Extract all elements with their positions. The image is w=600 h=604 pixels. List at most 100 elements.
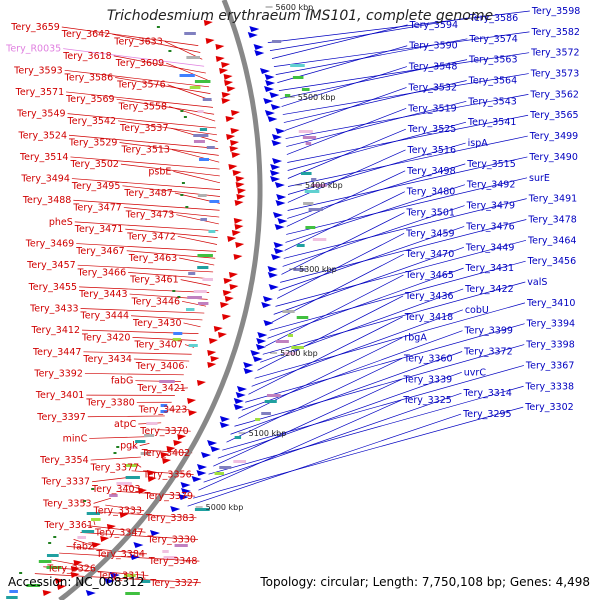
left-gene-label: Tery_3383	[145, 513, 195, 524]
left-gene-label: Tery_3337	[41, 477, 91, 488]
left-gene-label: Tery_3471	[74, 224, 124, 235]
feature-block	[215, 472, 224, 475]
forward-gene-mark	[225, 296, 234, 302]
left-gene-label: Tery_3397	[36, 412, 86, 423]
right-gene-label: Tery_3492	[466, 180, 515, 191]
feature-block	[207, 146, 215, 149]
left-gene-label: Tery_3549	[16, 109, 66, 120]
reverse-gene-mark	[236, 392, 246, 398]
feature-block	[276, 340, 289, 343]
right-gene-label: Tery_3525	[407, 124, 457, 135]
left-gene-label: Tery_3347	[94, 527, 144, 538]
left-gene-label: Tery_3420	[81, 332, 131, 343]
left-gene-label: Tery_3421	[136, 383, 186, 394]
left-gene-label: Tery_3354	[39, 455, 89, 466]
feature-block	[203, 98, 212, 101]
right-gene-label: Tery_3456	[527, 256, 577, 267]
right-gene-label: Tery_3367	[525, 360, 575, 371]
forward-gene-mark	[220, 302, 229, 308]
left-gene-label: Tery_3586	[64, 73, 114, 84]
forward-gene-mark	[233, 254, 242, 260]
left-gene-label: Tery_3609	[115, 58, 165, 69]
left-gene-label: Tery_3379	[144, 491, 194, 502]
scale-label: 5100 kbp	[249, 429, 287, 438]
reverse-gene-mark	[256, 338, 266, 344]
forward-gene-mark	[224, 80, 233, 86]
scale-label: 5300 kbp	[299, 265, 337, 274]
right-gene-labels: Tery_3598Tery_3586Tery_3594Tery_3582Tery…	[402, 6, 580, 420]
right-gene-label: valS	[527, 277, 547, 288]
left-gene-label: Tery_3377	[90, 462, 140, 473]
forward-gene-mark	[209, 338, 218, 344]
right-gene-label: ispA	[468, 138, 489, 149]
map-title: Trichodesmium erythraeum IMS101, complet…	[0, 8, 600, 24]
forward-gene-mark	[228, 164, 237, 170]
right-gene-label: Tery_3480	[406, 187, 456, 198]
reverse-gene-mark	[273, 212, 283, 218]
left-gene-label: Tery_3495	[71, 181, 121, 192]
feature-block	[188, 272, 195, 275]
left-gene-label: Tery_3469	[25, 239, 75, 250]
right-gene-label: Tery_3394	[526, 319, 576, 330]
feature-block	[197, 254, 212, 257]
right-leader-line	[257, 296, 403, 370]
forward-gene-mark	[230, 146, 239, 152]
feature-block	[9, 590, 18, 593]
right-gene-label: Tery_3562	[529, 89, 579, 100]
right-gene-label: Tery_3563	[468, 55, 518, 66]
scale-label: 5200 kbp	[280, 349, 318, 358]
forward-gene-mark	[224, 278, 233, 284]
feature-block	[309, 208, 323, 211]
forward-gene-mark	[234, 224, 243, 230]
feature-block	[189, 344, 198, 347]
reverse-gene-mark	[210, 446, 220, 452]
left-gene-label: Tery_3370	[139, 426, 189, 437]
right-gene-label: Tery_3436	[404, 291, 454, 302]
left-gene-label: Tery_3457	[26, 260, 76, 271]
right-gene-label: Tery_3501	[405, 208, 455, 219]
feature-block	[208, 230, 215, 233]
forward-gene-mark	[210, 356, 219, 362]
left-gene-label: Tery_3473	[125, 210, 175, 221]
feature-block	[306, 142, 312, 145]
left-gene-label: Tery_3642	[61, 29, 111, 40]
left-gene-label: Tery_3529	[68, 137, 118, 148]
feature-block	[186, 56, 200, 59]
right-gene-label: Tery_3470	[405, 249, 455, 260]
forward-gene-mark	[188, 410, 197, 416]
forward-gene-mark	[223, 290, 232, 296]
reverse-gene-mark	[249, 26, 259, 32]
forward-gene-mark	[231, 152, 240, 158]
reverse-gene-mark	[274, 248, 284, 254]
feature-block	[200, 128, 207, 131]
left-leader-line	[172, 150, 219, 163]
reverse-gene-mark	[257, 332, 267, 338]
feature-block	[299, 130, 313, 133]
right-gene-label: Tery_3302	[524, 402, 574, 413]
reverse-gene-mark	[271, 104, 281, 110]
reverse-gene-mark	[201, 452, 211, 458]
feature-block	[146, 422, 157, 425]
reverse-gene-mark	[207, 440, 217, 446]
forward-gene-mark	[227, 86, 236, 92]
reverse-gene-mark	[253, 356, 263, 362]
reverse-gene-mark	[272, 158, 282, 164]
reverse-gene-mark	[86, 590, 96, 596]
reverse-gene-mark	[265, 80, 275, 86]
reverse-gene-mark	[265, 74, 275, 80]
feature-dot	[48, 542, 51, 544]
right-gene-label: Tery_3532	[408, 82, 458, 93]
feature-block	[197, 266, 208, 269]
feature-block	[194, 290, 207, 293]
right-gene-label: Tery_3314	[462, 388, 512, 399]
feature-block	[198, 302, 208, 305]
forward-gene-mark	[226, 134, 235, 140]
forward-gene-mark	[224, 74, 233, 80]
forward-gene-mark	[230, 140, 239, 146]
left-gene-label: Tery_3513	[120, 145, 170, 156]
right-gene-label: Tery_3360	[403, 353, 453, 364]
reverse-gene-mark	[265, 110, 275, 116]
forward-gene-mark	[214, 326, 223, 332]
right-gene-label: Tery_3573	[530, 69, 580, 80]
reverse-gene-mark	[254, 44, 264, 50]
